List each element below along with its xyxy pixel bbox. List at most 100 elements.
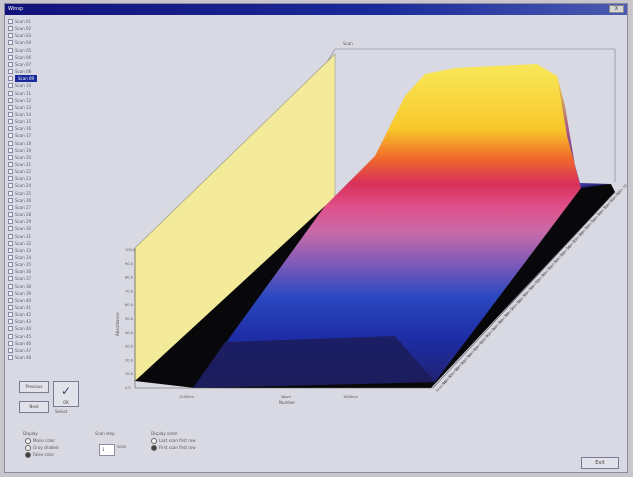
scan-list-item[interactable]: Scan 43 xyxy=(7,318,53,325)
checkbox[interactable] xyxy=(8,69,13,75)
checkbox[interactable] xyxy=(8,104,13,110)
scan-list-item[interactable]: Scan 46 xyxy=(7,340,53,347)
next-button[interactable]: Next xyxy=(19,401,49,413)
scan-list-item[interactable]: Scan 01 xyxy=(7,18,53,25)
checkbox[interactable] xyxy=(8,226,13,232)
scan-list-item[interactable]: Scan 20 xyxy=(7,154,53,161)
checkbox[interactable] xyxy=(8,204,13,210)
checkbox[interactable] xyxy=(8,212,13,218)
previous-button[interactable]: Previous xyxy=(19,381,49,393)
checkbox[interactable] xyxy=(8,119,13,125)
checkbox[interactable] xyxy=(8,355,13,361)
checkbox[interactable] xyxy=(8,183,13,189)
checkbox[interactable] xyxy=(8,190,13,196)
scan-list-item[interactable]: Scan 05 xyxy=(7,47,53,54)
scan-list-item[interactable]: Scan 08 xyxy=(7,68,53,75)
radio-option[interactable]: Last scan first row xyxy=(151,438,196,444)
checkbox[interactable] xyxy=(8,233,13,239)
scan-list-item[interactable]: Scan 35 xyxy=(7,261,53,268)
scan-step-spinner[interactable]: scan xyxy=(117,444,127,449)
scan-list-item[interactable]: Scan 28 xyxy=(7,211,53,218)
scan-list-item[interactable]: Scan 16 xyxy=(7,125,53,132)
scan-list-item[interactable]: Scan 18 xyxy=(7,140,53,147)
checkbox[interactable] xyxy=(8,47,13,53)
checkbox[interactable] xyxy=(8,162,13,167)
radio-option[interactable]: Gray shaded xyxy=(25,445,58,451)
scan-list-item[interactable]: Scan 22 xyxy=(7,168,53,175)
scan-list-item[interactable]: Scan 39 xyxy=(7,290,53,297)
scan-list-item[interactable]: Scan 40 xyxy=(7,297,53,304)
checkbox[interactable] xyxy=(8,247,13,253)
checkbox[interactable] xyxy=(8,176,13,182)
checkbox[interactable] xyxy=(8,54,13,60)
checkbox[interactable] xyxy=(8,219,13,225)
radio-option[interactable]: Mono color xyxy=(25,438,55,444)
scan-list-item[interactable]: Scan 19 xyxy=(7,147,53,154)
scan-list-item[interactable]: Scan 25 xyxy=(7,190,53,197)
scan-list-item[interactable]: Scan 06 xyxy=(7,54,53,61)
checkbox[interactable] xyxy=(8,26,13,32)
checkbox[interactable] xyxy=(8,276,13,282)
checkbox[interactable] xyxy=(8,40,13,46)
checkbox[interactable] xyxy=(8,197,13,203)
checkbox[interactable] xyxy=(8,154,13,160)
scan-list-item[interactable]: Scan 15 xyxy=(7,118,53,125)
scan-list-item[interactable]: Scan 04 xyxy=(7,39,53,46)
checkbox[interactable] xyxy=(8,19,13,24)
radio-option[interactable]: False color xyxy=(25,452,54,458)
checkbox[interactable] xyxy=(8,126,13,132)
exit-button[interactable]: Exit xyxy=(581,457,619,469)
checkbox[interactable] xyxy=(8,347,13,353)
checkbox[interactable] xyxy=(8,283,13,289)
scan-list-item[interactable]: Scan 29 xyxy=(7,218,53,225)
scan-list-item[interactable]: Scan 09 xyxy=(7,75,53,83)
scan-list-item[interactable]: Scan 27 xyxy=(7,204,53,211)
scan-list-item[interactable]: Scan 34 xyxy=(7,254,53,261)
scan-list-item[interactable]: Scan 21 xyxy=(7,161,53,168)
scan-list-item[interactable]: Scan 30 xyxy=(7,225,53,232)
radio-option[interactable]: First scan first row xyxy=(151,445,196,451)
ok-button[interactable]: ✓ OK xyxy=(53,381,79,407)
scan-step-input[interactable]: 1 xyxy=(99,444,115,456)
checkbox[interactable] xyxy=(8,340,13,346)
scan-list-item[interactable]: Scan 17 xyxy=(7,132,53,139)
scan-list-item[interactable]: Scan 37 xyxy=(7,275,53,282)
scan-list-item[interactable]: Scan 12 xyxy=(7,97,53,104)
scan-list-item[interactable]: Scan 36 xyxy=(7,268,53,275)
scan-list-item[interactable]: Scan 02 xyxy=(7,25,53,32)
checkbox[interactable] xyxy=(8,147,13,153)
checkbox[interactable] xyxy=(8,262,13,268)
checkbox[interactable] xyxy=(8,169,13,175)
checkbox[interactable] xyxy=(8,326,13,332)
checkbox[interactable] xyxy=(8,319,13,325)
checkbox[interactable] xyxy=(8,76,13,82)
checkbox[interactable] xyxy=(8,140,13,146)
scan-list-item[interactable]: Scan 38 xyxy=(7,283,53,290)
scan-list-item[interactable]: Scan 14 xyxy=(7,111,53,118)
checkbox[interactable] xyxy=(8,33,13,39)
scan-list-item[interactable]: Scan 31 xyxy=(7,233,53,240)
checkbox[interactable] xyxy=(8,297,13,303)
checkbox[interactable] xyxy=(8,269,13,275)
close-button[interactable]: X xyxy=(609,5,624,13)
scan-list-item[interactable]: Scan 41 xyxy=(7,304,53,311)
scan-list-item[interactable]: Scan 24 xyxy=(7,182,53,189)
checkbox[interactable] xyxy=(8,240,13,246)
scan-list-item[interactable]: Scan 07 xyxy=(7,61,53,68)
checkbox[interactable] xyxy=(8,312,13,318)
checkbox[interactable] xyxy=(8,254,13,260)
scan-list-item[interactable]: Scan 33 xyxy=(7,247,53,254)
checkbox[interactable] xyxy=(8,305,13,310)
checkbox[interactable] xyxy=(8,290,13,296)
scan-list-item[interactable]: Scan 48 xyxy=(7,354,53,361)
scan-list-item[interactable]: Scan 42 xyxy=(7,311,53,318)
checkbox[interactable] xyxy=(8,90,13,96)
checkbox[interactable] xyxy=(8,83,13,89)
scan-list-item[interactable]: Scan 44 xyxy=(7,325,53,332)
checkbox[interactable] xyxy=(8,111,13,117)
scan-list-item[interactable]: Scan 23 xyxy=(7,175,53,182)
checkbox[interactable] xyxy=(8,61,13,67)
scan-list-item[interactable]: Scan 47 xyxy=(7,347,53,354)
scan-list-item[interactable]: Scan 03 xyxy=(7,32,53,39)
scan-list-item[interactable]: Scan 45 xyxy=(7,333,53,340)
